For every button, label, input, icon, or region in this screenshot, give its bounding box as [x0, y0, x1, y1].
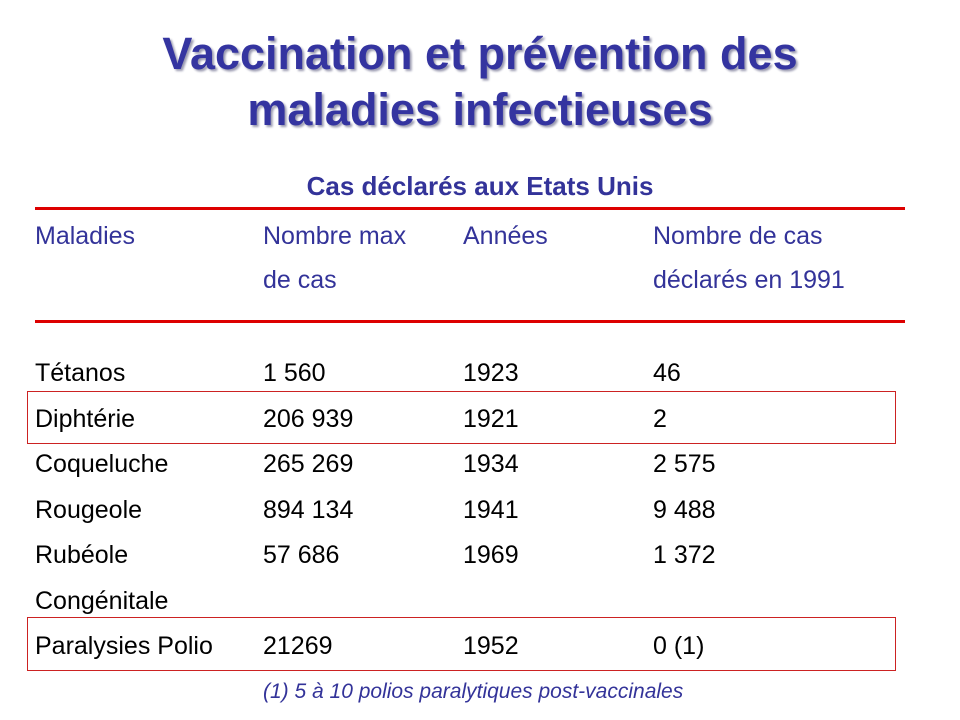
- table-cell: 1969: [463, 541, 519, 569]
- table-cell: 21269: [263, 632, 333, 660]
- highlight-box-polio: [27, 617, 896, 671]
- footnote: (1) 5 à 10 polios paralytiques post-vacc…: [263, 680, 684, 703]
- table-subtitle: Cas déclarés aux Etats Unis: [306, 171, 654, 201]
- table-cell: Congénitale: [35, 586, 169, 615]
- slide-title-line-1: Vaccination et prévention des: [162, 28, 798, 79]
- table-cell: 265 269: [263, 450, 354, 478]
- table-cell: 1923: [463, 359, 519, 387]
- table-cell: 9 488: [653, 495, 716, 524]
- table-cell: 894 134: [263, 495, 354, 524]
- table-cell: 2: [653, 404, 667, 433]
- table-cell: 1 372: [653, 541, 716, 569]
- table-cell: 1 560: [263, 359, 326, 387]
- header-cell: Nombre de cas: [653, 222, 823, 250]
- header-cell: déclarés en 1991: [653, 266, 845, 294]
- table-cell: Paralysies Polio: [35, 632, 213, 660]
- table-cell: Rubéole: [35, 541, 129, 569]
- header-cell: Maladies: [35, 222, 136, 250]
- table-cell: 0 (1): [653, 632, 705, 660]
- table-cell: 1952: [463, 632, 519, 660]
- slide-title-line-2: maladies infectieuses: [247, 84, 713, 135]
- header-cell: Années: [463, 222, 548, 250]
- header-rule: [35, 320, 905, 323]
- highlight-box-diphterie: [27, 391, 896, 444]
- table-cell: Diphtérie: [35, 404, 136, 433]
- table-cell: 1934: [463, 450, 519, 478]
- top-rule: [35, 207, 905, 210]
- table-cell: 2 575: [653, 450, 716, 478]
- table-cell: 1921: [463, 404, 519, 433]
- header-cell: de cas: [263, 266, 337, 294]
- table-cell: 46: [653, 359, 681, 387]
- table-cell: 206 939: [263, 404, 354, 433]
- table-cell: Tétanos: [35, 359, 126, 387]
- table-cell: Coqueluche: [35, 450, 169, 478]
- header-cell: Nombre max: [263, 222, 407, 250]
- table-cell: Rougeole: [35, 495, 143, 524]
- table-cell: 1941: [463, 495, 519, 524]
- table-cell: 57 686: [263, 541, 340, 569]
